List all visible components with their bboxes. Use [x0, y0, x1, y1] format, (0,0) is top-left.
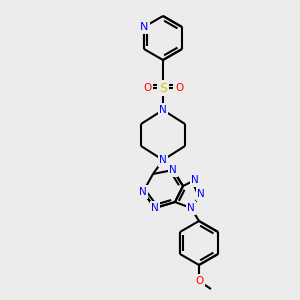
Text: O: O [143, 83, 151, 93]
Text: N: N [169, 165, 177, 175]
Text: S: S [159, 82, 167, 94]
Text: N: N [159, 105, 167, 115]
Text: O: O [175, 83, 183, 93]
Text: N: N [187, 203, 195, 213]
Text: N: N [197, 189, 205, 199]
Text: O: O [195, 276, 203, 286]
Text: N: N [191, 175, 199, 185]
Text: N: N [139, 187, 147, 197]
Text: N: N [140, 22, 148, 32]
Text: N: N [159, 155, 167, 165]
Text: N: N [151, 203, 159, 213]
